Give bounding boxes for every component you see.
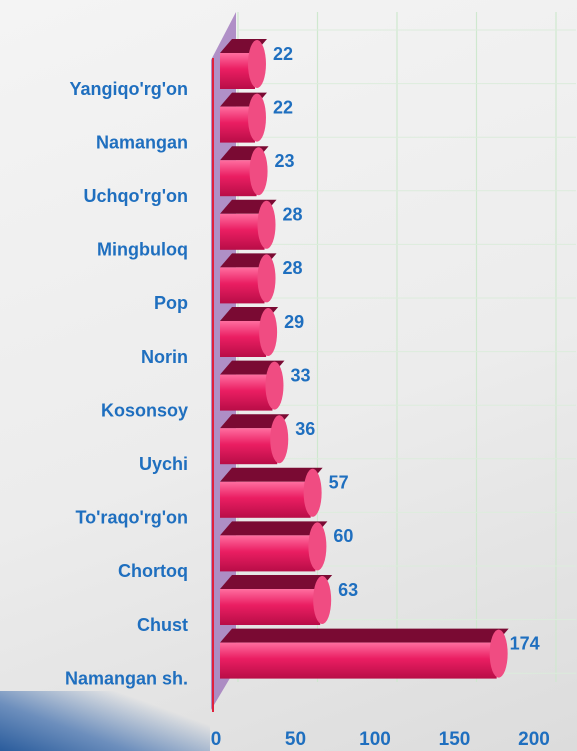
x-tick-label: 0	[211, 729, 222, 750]
y-tick-label: Uychi	[139, 454, 188, 474]
y-tick-label: Pop	[154, 293, 188, 313]
y-tick-label: Yangiqo'rg'on	[69, 79, 188, 99]
bar-cap	[259, 308, 277, 356]
y-tick-label: Chortoq	[118, 561, 188, 581]
page: 0 50 100 150 200 22 Yangiqo'rg'on 22 Namangan 23 U…	[0, 0, 577, 751]
value-label: 36	[295, 419, 315, 439]
bar	[220, 482, 311, 518]
x-tick-label: 50	[285, 729, 306, 750]
value-label: 57	[329, 473, 349, 493]
value-label: 63	[338, 580, 358, 600]
bar	[220, 535, 315, 571]
bar-top	[220, 629, 509, 643]
y-tick-label: Chust	[137, 615, 188, 635]
y-tick-label: Uchqo'rg'on	[83, 186, 188, 206]
value-label: 29	[284, 312, 304, 332]
bar	[220, 428, 277, 464]
chart: 0 50 100 150 200 22 Yangiqo'rg'on 22 Namangan 23 U…	[0, 0, 577, 751]
x-tick-label: 150	[439, 729, 471, 750]
value-label: 28	[283, 258, 303, 278]
bar-cap	[248, 40, 266, 88]
x-tick-label: 100	[359, 729, 391, 750]
bar	[220, 375, 272, 411]
y-tick-label: Namangan	[96, 132, 188, 152]
value-label: 174	[510, 633, 540, 653]
y-tick-label: Norin	[141, 347, 188, 367]
y-tick-label: Namangan sh.	[65, 668, 188, 688]
bar-cap	[304, 469, 322, 517]
y-tick-label: Kosonsoy	[101, 400, 188, 420]
bar-cap	[490, 630, 508, 678]
bar-cap	[250, 147, 268, 195]
bar	[220, 643, 497, 679]
value-label: 22	[273, 97, 293, 117]
value-label: 22	[273, 44, 293, 64]
value-label: 23	[275, 151, 295, 171]
bar-cap	[308, 522, 326, 570]
bar-cap	[313, 576, 331, 624]
bar-cap	[258, 201, 276, 249]
value-label: 28	[283, 205, 303, 225]
bar-cap	[248, 94, 266, 142]
y-tick-label: Mingbuloq	[97, 240, 188, 260]
value-label: 60	[333, 526, 353, 546]
bar-cap	[258, 254, 276, 302]
bar-cap	[265, 362, 283, 410]
bar-cap	[270, 415, 288, 463]
bar	[220, 321, 266, 357]
y-tick-label: To'raqo'rg'on	[76, 508, 189, 528]
value-label: 33	[290, 365, 310, 385]
x-tick-label: 200	[518, 729, 550, 750]
bar	[220, 589, 320, 625]
